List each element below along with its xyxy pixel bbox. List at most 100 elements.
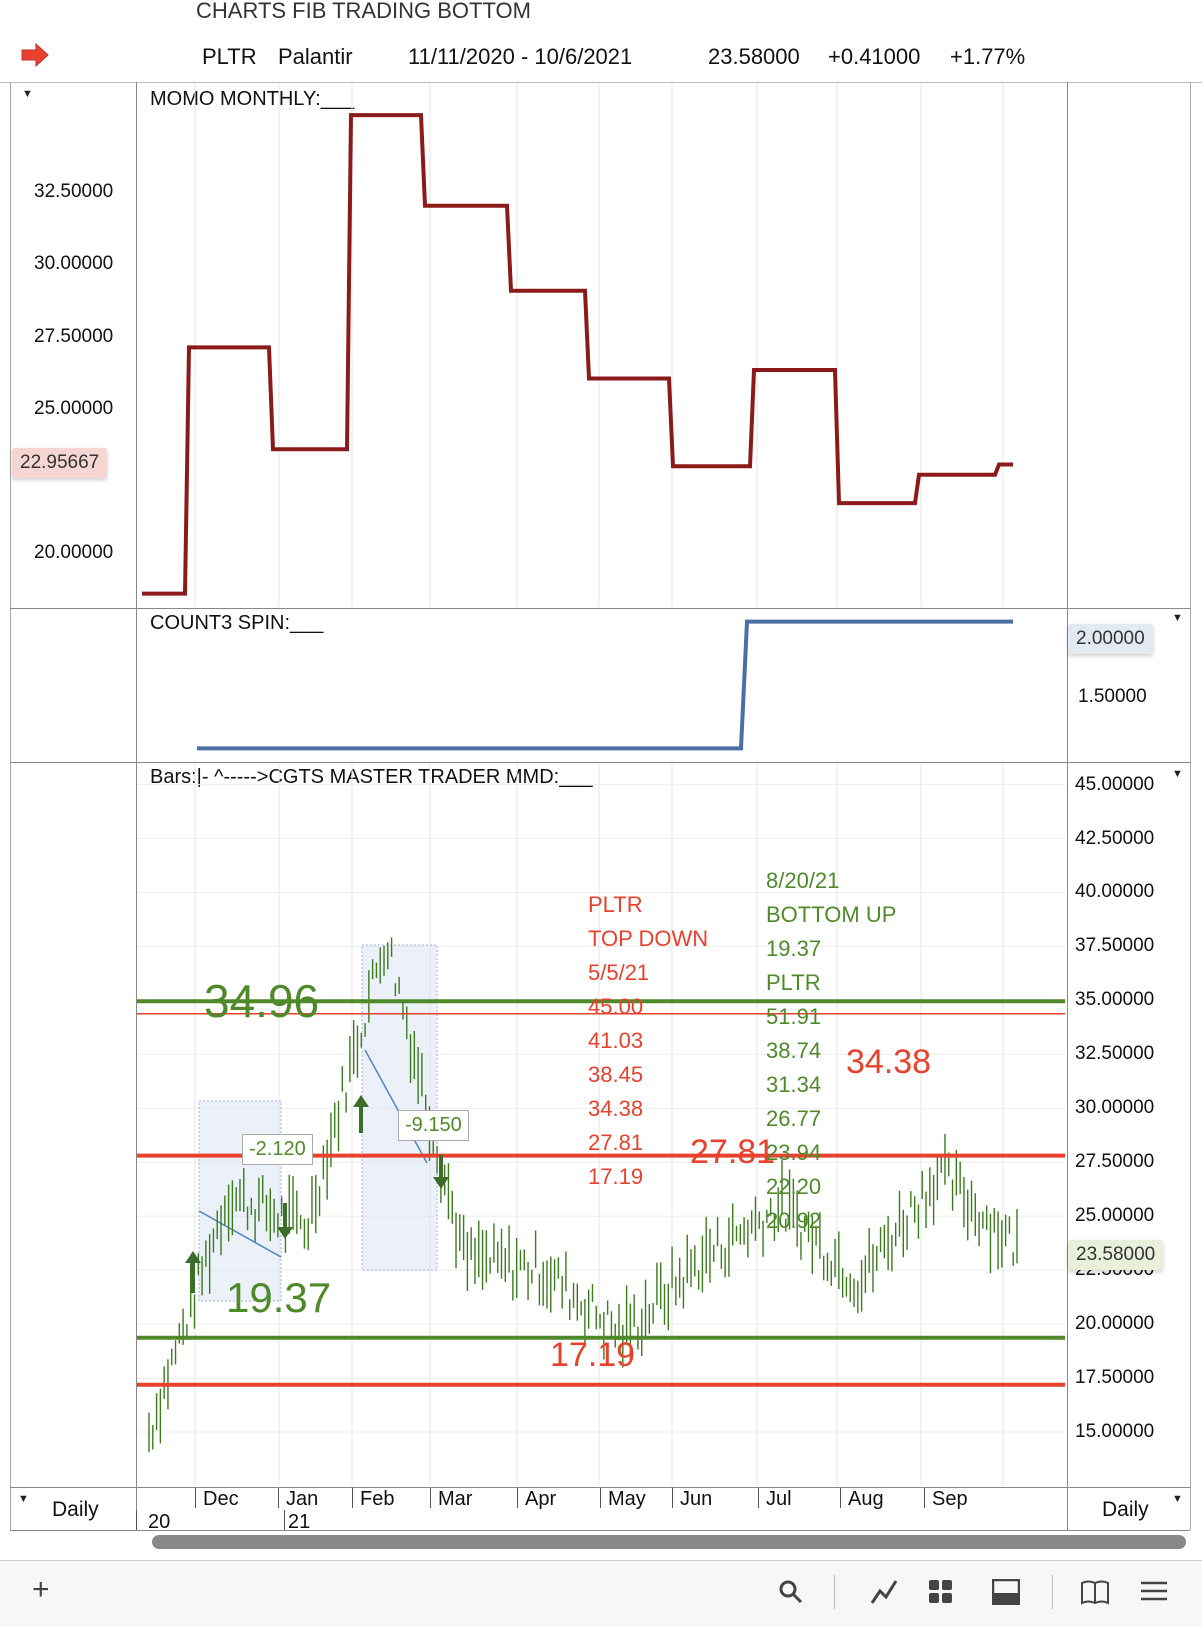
momo-current-value-badge: 22.95667 xyxy=(12,448,108,478)
month-label: Dec xyxy=(203,1488,239,1510)
month-label: Feb xyxy=(360,1488,395,1510)
bottom-up-item: 23.94 xyxy=(766,1140,822,1165)
symbol-name: Palantir xyxy=(278,44,353,69)
month-tick xyxy=(517,1488,518,1508)
symbol-header: PLTR Palantir 11/11/2020 - 10/6/2021 23.… xyxy=(0,30,1202,83)
month-label: Sep xyxy=(932,1488,968,1510)
left-border xyxy=(10,82,11,1530)
down-arrow-icon xyxy=(433,1155,449,1189)
bottom-up-item: 22.20 xyxy=(766,1174,822,1199)
panel-layout-icon[interactable] xyxy=(992,1579,1020,1605)
top-down-item: 5/5/21 xyxy=(588,960,650,985)
down-arrow-icon xyxy=(277,1203,293,1239)
count3-pane-label: COUNT3 SPIN:___ xyxy=(150,612,324,634)
momo-gridlines xyxy=(194,83,1004,607)
up-arrow-icon xyxy=(353,1095,369,1133)
top-down-item: TOP DOWN xyxy=(588,926,709,951)
level-label-1937: 19.37 xyxy=(226,1274,332,1321)
top-down-item: 38.45 xyxy=(588,1062,644,1087)
pane-divider[interactable] xyxy=(10,762,1190,763)
menu-icon[interactable] xyxy=(1140,1579,1168,1603)
top-down-item: 45.00 xyxy=(588,994,644,1019)
price-ytick: 20.00000 xyxy=(1075,1313,1155,1335)
month-label: Jul xyxy=(766,1488,792,1510)
bottom-up-list: 8/20/21 BOTTOM UP 19.37 PLTR 51.91 38.74 31.34… xyxy=(766,864,896,1238)
chart-line-icon[interactable] xyxy=(870,1579,898,1605)
bottom-up-item: 20.92 xyxy=(766,1208,822,1233)
pane-menu-icon[interactable]: ▼ xyxy=(22,88,33,100)
right-interval-label[interactable]: Daily xyxy=(1102,1498,1149,1521)
count3-plot xyxy=(197,619,1013,751)
price-change: +0.41000 xyxy=(828,44,921,69)
month-tick xyxy=(278,1488,279,1508)
toolbar-divider xyxy=(834,1575,835,1609)
axis-bottom-line xyxy=(10,1530,1190,1531)
price-ytick: 40.00000 xyxy=(1075,881,1155,903)
price-ytick: 45.00000 xyxy=(1075,773,1155,795)
pane-menu-icon[interactable]: ▼ xyxy=(1172,768,1183,780)
arrow-right-icon[interactable] xyxy=(20,42,50,68)
search-icon[interactable] xyxy=(778,1579,804,1605)
month-label: May xyxy=(608,1488,646,1510)
month-label: Jan xyxy=(286,1488,319,1510)
bottom-toolbar: + xyxy=(0,1560,1202,1627)
grid-icon[interactable] xyxy=(928,1579,954,1605)
level-label-3496: 34.96 xyxy=(204,975,320,1027)
momo-ytick: 32.50000 xyxy=(34,181,114,202)
price-ytick: 25.00000 xyxy=(1075,1205,1155,1227)
plot-area-border xyxy=(136,82,1068,1530)
price-ytick: 15.00000 xyxy=(1075,1421,1155,1443)
price-ytick: 42.50000 xyxy=(1075,827,1155,849)
top-down-list: PLTR TOP DOWN 5/5/21 45.00 41.03 38.45 34.38 27… xyxy=(588,888,708,1194)
horizontal-scrollbar[interactable] xyxy=(152,1535,1186,1549)
bottom-up-item: PLTR xyxy=(766,970,821,995)
month-tick xyxy=(352,1488,353,1508)
month-label: Jun xyxy=(680,1488,713,1510)
price-ytick: 17.50000 xyxy=(1075,1367,1155,1389)
drawdown-box-2-label: -9.150 xyxy=(398,1110,469,1141)
top-down-item: 41.03 xyxy=(588,1028,644,1053)
price-pane-label: Bars:|- ^----->CGTS MASTER TRADER MMD:__… xyxy=(150,766,593,788)
drawdown-box-1-label: -2.120 xyxy=(242,1134,313,1165)
year-label: 20 xyxy=(148,1511,171,1533)
level-label-3438: 34.38 xyxy=(846,1043,932,1081)
book-icon[interactable] xyxy=(1080,1579,1110,1605)
momo-ytick: 27.50000 xyxy=(34,326,114,347)
drawdown-line-1 xyxy=(198,1210,282,1258)
drawdown-box-2 xyxy=(361,944,438,1271)
right-border xyxy=(1190,82,1191,1530)
year-label: 21 xyxy=(288,1511,311,1533)
up-arrow-icon xyxy=(185,1251,201,1293)
fib-levels xyxy=(137,999,1065,1387)
level-label-1719: 17.19 xyxy=(550,1336,636,1374)
count3-ytick: 1.50000 xyxy=(1078,686,1147,707)
price-change-pct: +1.77% xyxy=(950,44,1026,69)
pane-divider[interactable] xyxy=(10,608,1190,609)
bottom-up-item: 8/20/21 xyxy=(766,868,840,893)
pane-menu-icon[interactable]: ▼ xyxy=(1172,612,1183,624)
top-down-item: 17.19 xyxy=(588,1164,644,1189)
time-axis-divider xyxy=(10,1487,1190,1488)
momo-plot xyxy=(142,83,1013,607)
year-tick xyxy=(284,1510,285,1530)
interval-menu-icon[interactable]: ▼ xyxy=(18,1493,29,1505)
count3-current-value-badge: 2.00000 xyxy=(1068,624,1153,654)
interval-menu-icon[interactable]: ▼ xyxy=(1172,1493,1183,1505)
add-icon[interactable]: + xyxy=(32,1573,50,1606)
top-down-item: 34.38 xyxy=(588,1096,644,1121)
top-down-item: PLTR xyxy=(588,892,643,917)
bottom-up-item: 38.74 xyxy=(766,1038,822,1063)
price-gridlines xyxy=(137,763,1065,1486)
year-tick xyxy=(136,1510,137,1530)
symbol-ticker[interactable]: PLTR xyxy=(202,44,257,69)
left-interval-label[interactable]: Daily xyxy=(52,1498,99,1521)
month-label: Mar xyxy=(438,1488,473,1510)
bottom-up-item: 19.37 xyxy=(766,936,822,961)
momo-ytick: 20.00000 xyxy=(34,542,114,563)
price-plot xyxy=(137,763,1065,1486)
drawdown-line-2 xyxy=(364,1049,428,1164)
last-price: 23.58000 xyxy=(708,44,800,69)
window-title: CHARTS FIB TRADING BOTTOM xyxy=(0,0,1202,30)
month-label: Apr xyxy=(525,1488,557,1510)
date-range[interactable]: 11/11/2020 - 10/6/2021 xyxy=(408,44,633,69)
